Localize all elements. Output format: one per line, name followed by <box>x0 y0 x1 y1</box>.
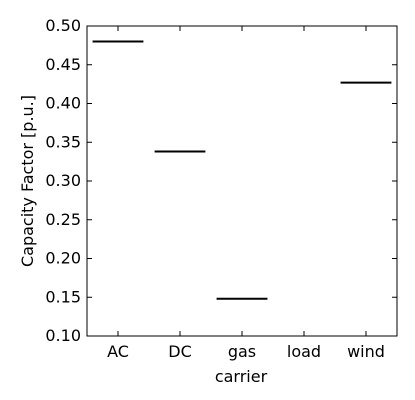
y-axis-label: Capacity Factor [p.u.] <box>18 95 37 267</box>
y-tick-label: 0.45 <box>45 55 81 74</box>
x-tick-label: load <box>287 342 321 361</box>
y-tick-label: 0.15 <box>45 287 81 306</box>
axes <box>86 25 398 337</box>
x-tick-label: DC <box>168 342 192 361</box>
x-tick-label: gas <box>228 342 256 361</box>
medians <box>92 40 392 300</box>
y-tick-label: 0.20 <box>45 249 81 268</box>
x-ticks: AC DC gas load wind <box>107 26 385 361</box>
x-tick-label: AC <box>107 342 129 361</box>
plot-frame <box>86 25 398 337</box>
y-tick-label: 0.35 <box>45 132 81 151</box>
y-ticks: 0.10 0.15 0.20 0.25 0.30 0.35 0.40 0.45 0.50 <box>45 16 397 345</box>
y-tick-label: 0.40 <box>45 94 81 113</box>
y-tick-label: 0.25 <box>45 210 81 229</box>
x-axis-label: carrier <box>215 367 268 386</box>
y-tick-label: 0.50 <box>45 16 81 35</box>
x-tick-label: wind <box>347 342 385 361</box>
y-tick-label: 0.10 <box>45 326 81 345</box>
y-tick-label: 0.30 <box>45 171 81 190</box>
